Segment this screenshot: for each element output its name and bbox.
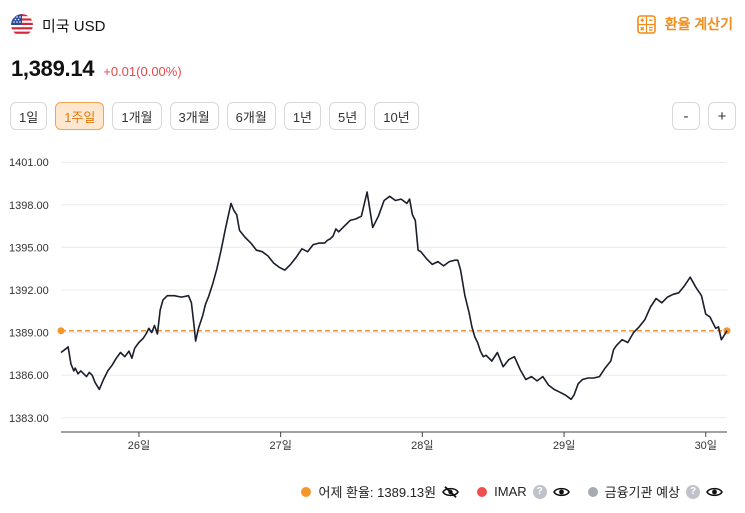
period-6m-button[interactable]: 6개월 <box>226 102 276 130</box>
x-tick-label: 26일 <box>128 438 150 452</box>
period-1y-button[interactable]: 1년 <box>283 102 322 130</box>
y-tick-label: 1398.00 <box>9 200 49 212</box>
price-row: 1,389.14 +0.01(0.00%) <box>11 56 182 82</box>
currency-header: 미국 USD <box>11 12 105 38</box>
calculator-icon <box>636 14 656 34</box>
eye-off-icon[interactable] <box>442 485 460 498</box>
period-5y-button[interactable]: 5년 <box>329 102 367 130</box>
x-tick-label: 27일 <box>269 438 291 452</box>
rate-series-line <box>60 191 728 401</box>
period-1m-button[interactable]: 1개월 <box>112 102 162 130</box>
exchange-calculator-button[interactable]: 환율 계산기 <box>636 13 733 35</box>
eye-icon[interactable] <box>552 486 570 498</box>
chart-legend: 어제 환율: 1389.13원 IMAR ? 금융기관 예상 ? <box>283 482 723 501</box>
legend-forecast-label: 금융기관 예상 <box>604 485 680 500</box>
help-icon[interactable]: ? <box>686 484 700 499</box>
forecast-dot <box>587 486 598 497</box>
zoom-in-button[interactable]: + <box>708 102 736 130</box>
x-tick-label: 30일 <box>695 438 717 452</box>
zoom-out-button[interactable]: - <box>672 102 700 130</box>
eye-icon[interactable] <box>706 486 723 498</box>
calculator-label: 환율 계산기 <box>664 16 733 32</box>
us-flag-icon <box>11 14 33 36</box>
y-tick-label: 1401.00 <box>9 157 49 169</box>
y-tick-label: 1389.00 <box>9 328 49 340</box>
y-tick-label: 1383.00 <box>9 413 49 425</box>
period-3m-button[interactable]: 3개월 <box>169 102 219 130</box>
yesterday-dot <box>301 486 312 497</box>
y-tick-label: 1386.00 <box>9 370 49 382</box>
imar-dot <box>477 486 488 497</box>
x-tick-label: 28일 <box>411 438 433 452</box>
period-10y-button[interactable]: 10년 <box>374 102 419 130</box>
period-1d-button[interactable]: 1일 <box>10 102 48 130</box>
x-tick-label: 29일 <box>553 438 575 452</box>
currency-title: 미국 USD <box>42 17 106 35</box>
legend-yesterday-label: 어제 환율: 1389.13원 <box>318 485 437 500</box>
help-icon[interactable]: ? <box>532 484 547 499</box>
current-rate: 1,389.14 <box>11 56 95 81</box>
y-tick-label: 1392.00 <box>9 285 49 297</box>
y-tick-label: 1395.00 <box>9 242 49 254</box>
rate-change: +0.01(0.00%) <box>103 64 182 79</box>
legend-imar: IMAR ? <box>477 484 570 499</box>
period-selector: 1일 1주일 1개월 3개월 6개월 1년 5년 10년 <box>10 102 427 130</box>
legend-imar-label: IMAR <box>494 484 527 499</box>
period-1w-button[interactable]: 1주일 <box>55 102 105 130</box>
legend-yesterday: 어제 환율: 1389.13원 <box>301 482 460 501</box>
yesterday-rate-start-dot <box>57 327 65 335</box>
legend-forecast: 금융기관 예상 ? <box>587 482 723 501</box>
